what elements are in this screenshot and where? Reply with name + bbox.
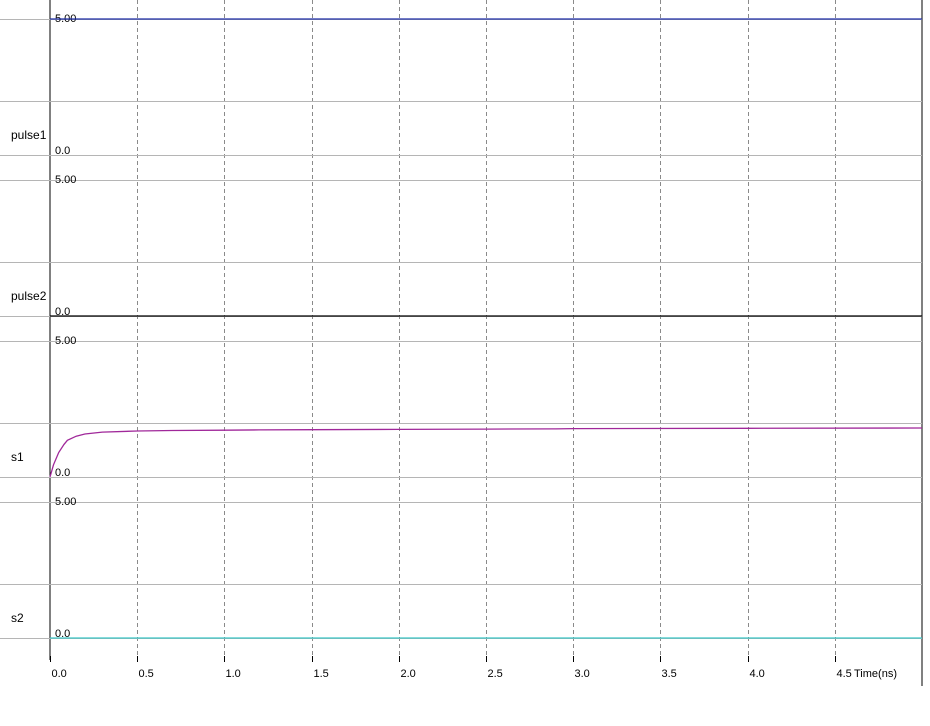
x-tick-label: 0.0: [52, 668, 67, 680]
panel-layer: 5.000.0pulse15.000.0pulse25.000.0s15.000…: [0, 13, 923, 640]
signal-name-pulse1: pulse1: [11, 128, 47, 142]
panel-s2: 5.00 0.0 s2: [0, 496, 922, 640]
x-tick-label: 1.0: [226, 668, 241, 680]
signal-name-s2: s2: [11, 611, 24, 625]
y-bottom-label: 0.0: [55, 628, 70, 640]
series-line-s1: [49, 427, 923, 478]
x-tick-label: 4.0: [750, 668, 765, 680]
x-tick-label: 1.5: [314, 668, 329, 680]
x-tick-label: 3.0: [575, 668, 590, 680]
x-tick-label: 2.0: [401, 668, 416, 680]
y-bottom-label: 0.0: [55, 467, 70, 479]
y-bottom-label: 0.0: [55, 145, 70, 157]
x-axis-label: Time(ns): [854, 668, 897, 680]
signal-name-pulse2: pulse2: [11, 289, 47, 303]
signal-name-s1: s1: [11, 450, 24, 464]
panel-pulse2: 5.00 0.0 pulse2: [0, 174, 922, 318]
panel-s1: 5.00 0.0 s1: [0, 335, 923, 479]
y-bottom-label: 0.0: [55, 306, 70, 318]
y-top-label: 5.00: [55, 174, 76, 186]
x-tick-label: 0.5: [139, 668, 154, 680]
y-top-label: 5.00: [55, 496, 76, 508]
x-tick-label: 3.5: [662, 668, 677, 680]
x-tick-label: 4.5: [837, 668, 852, 680]
grid-layer: [49, 0, 923, 686]
x-tick-label: 2.5: [488, 668, 503, 680]
y-top-label: 5.00: [55, 335, 76, 347]
x-axis: Time(ns) 0.0 0.5 1.0 1.5 2.0 2.5 3.0 3.5 4.0 4.5: [50, 656, 897, 680]
